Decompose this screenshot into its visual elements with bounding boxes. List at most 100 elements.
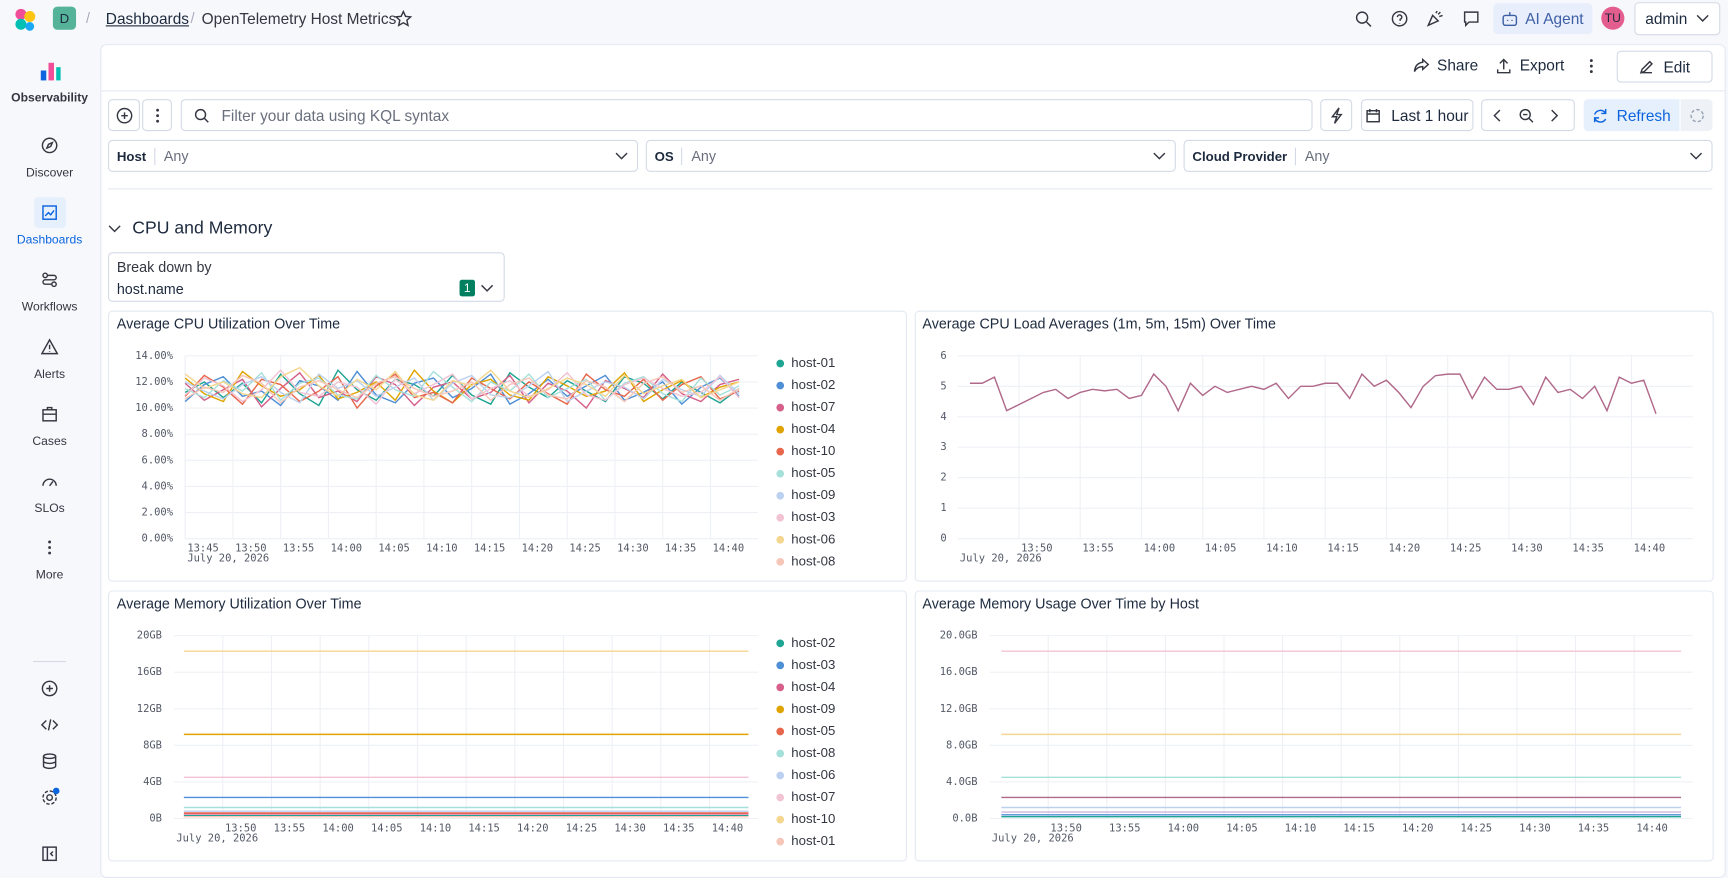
x-tick-label: 14:00	[331, 543, 362, 555]
export-icon	[1496, 57, 1511, 73]
y-tick-label: 3	[940, 441, 946, 453]
add-filter[interactable]	[107, 99, 140, 132]
refresh-button[interactable]: Refresh	[1583, 99, 1680, 132]
user-avatar[interactable]: TU	[1601, 6, 1625, 30]
legend-swatch	[776, 705, 785, 714]
legend-label: host-02	[791, 377, 835, 392]
y-tick-label: 0B	[149, 812, 162, 824]
nav-item[interactable]: Alerts	[34, 367, 66, 382]
nav-item[interactable]: Discover	[26, 166, 74, 180]
x-tick-label: 14:05	[378, 543, 409, 555]
time-picker[interactable]: Last 1 hour	[1361, 99, 1474, 132]
export-button[interactable]: Export	[1495, 56, 1564, 74]
legend-swatch	[776, 535, 785, 544]
y-tick-label: 20.0GB	[940, 630, 978, 642]
next-icon[interactable]	[1548, 109, 1559, 122]
header: D / Dashboards / OpenTelemetry Host Metr…	[0, 0, 1728, 42]
series-line	[184, 366, 740, 402]
x-tick-label: 13:55	[274, 822, 305, 834]
zoom-out-icon[interactable]	[1519, 107, 1534, 123]
control-cloud[interactable]: Cloud Provider Any	[1183, 139, 1713, 172]
divider	[101, 90, 1725, 92]
add-icon[interactable]	[41, 680, 59, 698]
user-menu[interactable]: admin	[1634, 2, 1721, 36]
edit-button[interactable]: Edit	[1616, 50, 1713, 83]
x-tick-label: 14:25	[1461, 822, 1492, 834]
control-label: OS	[654, 148, 674, 164]
y-tick-label: 6.00%	[142, 454, 174, 466]
side-nav: Observability Discover Dashboards Workfl…	[0, 44, 99, 878]
chat-icon[interactable]	[1462, 10, 1480, 28]
legend-label: host-09	[791, 487, 835, 502]
legend-label: host-03	[791, 657, 835, 672]
breadcrumb[interactable]: Dashboards	[105, 9, 189, 28]
export-label: Export	[1519, 56, 1565, 74]
x-tick-label: 14:25	[569, 543, 600, 555]
query-input[interactable]: Filter your data using KQL syntax	[180, 99, 1313, 132]
nav-item[interactable]: SLOs	[34, 502, 65, 516]
logo[interactable]	[13, 8, 37, 32]
nav-item[interactable]: Observability	[11, 91, 88, 105]
nav-item[interactable]: Dashboards	[16, 233, 83, 247]
legend-label: host-07	[791, 399, 835, 414]
nav-item[interactable]: Workflows	[21, 300, 78, 314]
y-tick-label: 0.00%	[142, 533, 174, 545]
news-icon[interactable]	[1426, 10, 1444, 28]
breakdown-control[interactable]: Break down by host.name 1	[107, 252, 505, 302]
data-icon[interactable]	[41, 752, 59, 770]
legend-swatch	[776, 771, 785, 780]
settings-icon[interactable]	[41, 787, 61, 808]
query-menu[interactable]	[142, 99, 172, 132]
y-tick-label: 6	[940, 350, 946, 362]
space-avatar[interactable]: D	[52, 6, 77, 30]
section-toggle[interactable]	[108, 224, 121, 235]
prev-icon[interactable]	[1492, 109, 1503, 122]
divider	[107, 188, 1713, 190]
control-os[interactable]: OS Any	[645, 139, 1176, 172]
x-tick-label: 14:35	[665, 543, 696, 555]
x-tick-label: 13:50	[1050, 822, 1081, 834]
legend-swatch	[776, 403, 785, 412]
nav-item[interactable]: More	[35, 568, 64, 582]
x-tick-label: 14:05	[1226, 822, 1257, 834]
legend-swatch	[776, 447, 785, 456]
nav-active-bg	[34, 197, 67, 229]
nav-item[interactable]: Cases	[32, 435, 67, 449]
slos-icon	[42, 478, 57, 487]
chevron	[615, 152, 628, 160]
auto-refresh[interactable]	[1680, 99, 1713, 132]
time-nav[interactable]	[1481, 99, 1575, 132]
legend-label: host-05	[791, 723, 835, 738]
breakdown-value: host.name	[116, 280, 184, 298]
control-host[interactable]: Host Any	[107, 139, 639, 172]
x-tick-label: 13:50	[235, 543, 266, 555]
separator: /	[85, 9, 90, 27]
x-tick-label: 14:10	[1266, 543, 1297, 555]
star-icon[interactable]	[394, 9, 413, 28]
x-tick-label: 14:05	[371, 822, 402, 834]
x-tick-label: 13:45	[187, 543, 218, 555]
legend-swatch	[776, 513, 785, 522]
main-panel	[100, 44, 1726, 878]
discover-icon	[41, 137, 58, 154]
more-actions[interactable]	[1584, 57, 1599, 75]
share-button[interactable]: Share	[1413, 56, 1478, 74]
quick-menu[interactable]	[1320, 99, 1353, 132]
dev-tools-icon[interactable]	[40, 716, 59, 734]
help-icon[interactable]	[1391, 10, 1409, 28]
x-tick-label: 13:55	[1109, 822, 1140, 834]
legend-swatch	[776, 661, 785, 670]
x-tick-label: 14:10	[426, 543, 457, 555]
y-tick-label: 14.00%	[135, 350, 173, 362]
chevron	[1690, 152, 1703, 160]
workflows-icon	[42, 272, 57, 288]
x-axis-sublabel: July 20, 2026	[960, 553, 1042, 565]
collapse-icon[interactable]	[41, 845, 59, 863]
y-tick-label: 12GB	[137, 703, 162, 715]
ai-agent-button[interactable]: AI Agent	[1493, 3, 1593, 35]
legend-swatch	[776, 727, 785, 736]
section-title: CPU and Memory	[132, 219, 273, 238]
control-label: Cloud Provider	[1192, 148, 1288, 164]
search-icon[interactable]	[1354, 10, 1372, 28]
